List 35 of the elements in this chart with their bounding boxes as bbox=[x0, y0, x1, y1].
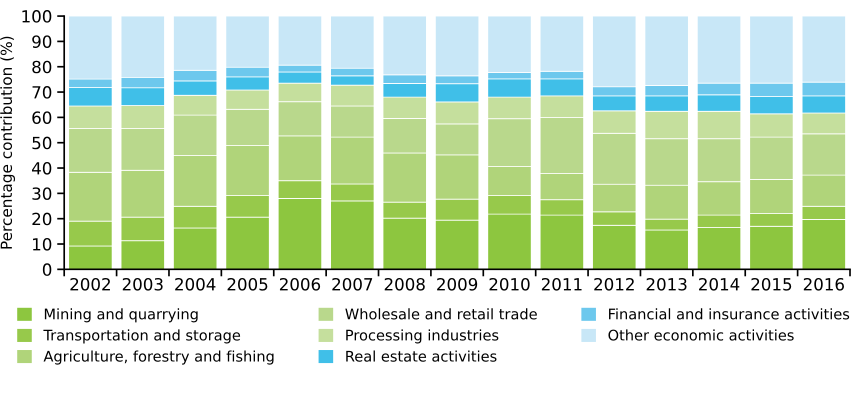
legend-label: Other economic activities bbox=[608, 329, 794, 341]
x-tick-label: 2010 bbox=[490, 278, 530, 291]
x-tick-label: 2013 bbox=[646, 278, 687, 291]
y-tick-label: 40 bbox=[32, 162, 52, 175]
x-tick-label: 2002 bbox=[70, 278, 110, 291]
x-tick-label: 2003 bbox=[122, 278, 163, 291]
y-tick-label: 100 bbox=[22, 10, 52, 23]
y-tick-label: 90 bbox=[32, 35, 52, 48]
legend-label: Agriculture, forestry and fishing bbox=[44, 350, 274, 365]
x-tick-label: 2016 bbox=[804, 278, 844, 291]
y-tick-label: 0 bbox=[42, 263, 52, 276]
y-tick-label: 60 bbox=[32, 111, 52, 124]
y-tick-label: 30 bbox=[32, 187, 52, 200]
legend-label: Wholesale and retail trade bbox=[345, 308, 537, 320]
x-tick-label: 2007 bbox=[332, 278, 372, 291]
x-tick-label: 2012 bbox=[594, 278, 634, 291]
x-tick-label: 2005 bbox=[228, 278, 268, 291]
x-tick-label: 2014 bbox=[699, 278, 740, 291]
x-tick-label: 2008 bbox=[384, 278, 425, 291]
x-tick-label: 2006 bbox=[280, 278, 320, 291]
y-tick-label: 50 bbox=[32, 136, 52, 150]
legend-label: Financial and insurance activities bbox=[609, 308, 850, 320]
x-tick-label: 2004 bbox=[175, 278, 216, 291]
legend-label: Processing industries bbox=[346, 329, 498, 344]
y-axis-title: Percentage contribution (%) bbox=[0, 36, 16, 249]
legend-label: Transportation and storage bbox=[43, 329, 240, 344]
x-tick-label: 2015 bbox=[751, 278, 792, 291]
legend-label: Mining and quarrying bbox=[44, 308, 198, 322]
x-tick-label: 2011 bbox=[542, 278, 582, 291]
y-tick-label: 10 bbox=[33, 238, 52, 251]
x-tick-label: 2009 bbox=[437, 278, 478, 291]
y-tick-label: 80 bbox=[32, 60, 52, 74]
y-tick-label: 20 bbox=[32, 212, 52, 226]
y-tick-label: 70 bbox=[32, 86, 52, 99]
legend-label: Real estate activities bbox=[346, 350, 496, 362]
